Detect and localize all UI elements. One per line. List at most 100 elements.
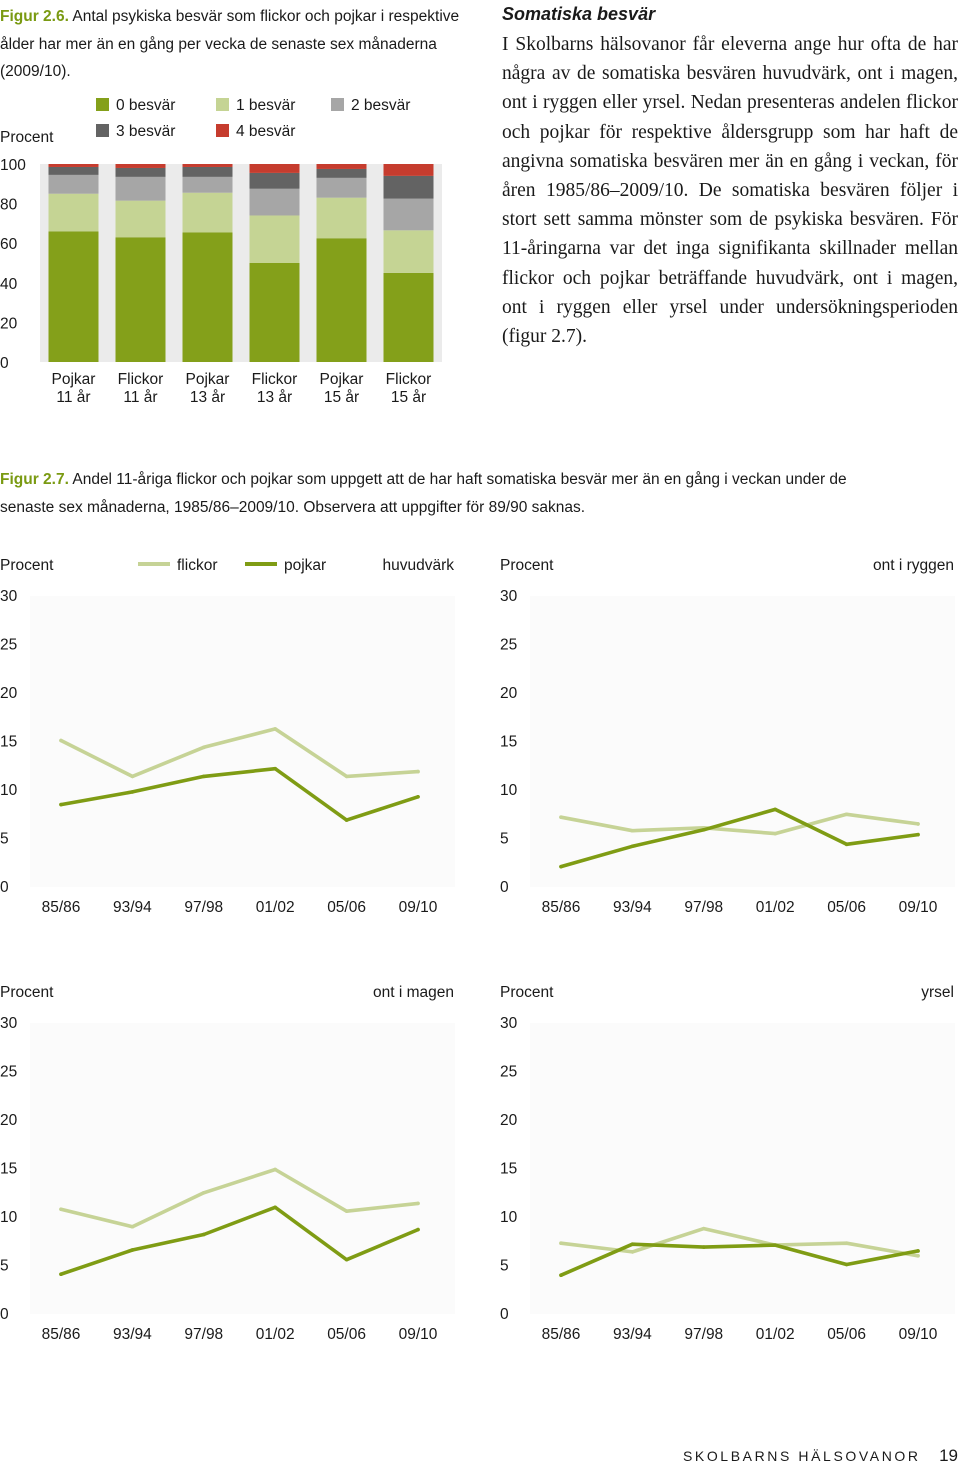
- data-point-flickor: [916, 1254, 920, 1258]
- y-tick-label: 30: [500, 588, 518, 605]
- bar-segment: [316, 238, 367, 362]
- x-tick-label: 11 år: [56, 389, 90, 406]
- plot-background: [530, 596, 955, 887]
- bar-segment: [383, 198, 434, 231]
- chart-title: ont i ryggen: [873, 557, 954, 574]
- x-tick-label: 97/98: [684, 899, 723, 916]
- data-point-pojkar: [630, 844, 635, 849]
- data-point-pojkar: [916, 832, 920, 837]
- data-point-flickor: [273, 727, 278, 731]
- legend-swatch: [96, 124, 109, 137]
- line-chart-huvudvark: 0 5 10 15 20 25 30 Procent huvudvärk flickor pojka…: [0, 557, 455, 916]
- data-point-pojkar: [344, 818, 349, 822]
- line-chart-ont-i-magen: 0 5 10 15 20 25 30 Procent ont i magen 85/86 93/94…: [0, 984, 455, 1343]
- data-point-flickor: [202, 1190, 206, 1195]
- data-point-pojkar: [630, 1242, 635, 1246]
- data-point-flickor: [844, 812, 849, 817]
- bar-segment: [316, 164, 367, 169]
- series-line-flickor: [59, 1167, 420, 1229]
- y-tick-label: 20: [0, 685, 18, 702]
- y-tick-label: 10: [500, 1209, 518, 1226]
- y-axis-label: Procent: [0, 129, 54, 146]
- plot-background: [30, 1023, 455, 1314]
- data-point-flickor: [344, 774, 349, 779]
- data-point-flickor: [344, 1209, 349, 1213]
- plot-background: [530, 1023, 955, 1314]
- data-point-pojkar: [916, 1249, 920, 1253]
- x-tick-label: 13 år: [190, 389, 225, 406]
- bar-segment: [48, 231, 99, 362]
- bar-segment: [115, 200, 166, 238]
- legend-label: 2 besvär: [351, 97, 410, 114]
- article-heading: Somatiska besvär: [502, 4, 656, 24]
- legend-label-pojkar: pojkar: [284, 557, 326, 574]
- y-tick-label: 15: [500, 1161, 517, 1178]
- y-tick-label: 20: [500, 685, 518, 702]
- page-number: 19: [939, 1446, 958, 1465]
- y-tick-label: 20: [500, 1112, 518, 1129]
- data-point-pojkar: [416, 1227, 420, 1232]
- x-tick-label: 11 år: [123, 389, 157, 406]
- x-tick-label: 01/02: [756, 1326, 795, 1343]
- y-axis-label: Procent: [500, 557, 554, 574]
- x-tick-label: 05/06: [327, 1326, 366, 1343]
- x-tick-label: 15 år: [324, 389, 359, 406]
- y-tick-label: 15: [0, 1161, 17, 1178]
- x-tick-label: Flickor: [252, 371, 298, 388]
- data-point-flickor: [559, 815, 563, 819]
- legend-label: 1 besvär: [236, 97, 295, 114]
- data-point-pojkar: [773, 1243, 777, 1247]
- x-tick-label: 09/10: [899, 899, 938, 916]
- bar-segment: [249, 172, 300, 189]
- footer-title: SKOLBARNS HÄLSOVANOR: [682, 1448, 921, 1464]
- y-axis-label: Procent: [500, 984, 554, 1001]
- figure-2-7-caption-text: Andel 11-åriga flickor och pojkar som up…: [0, 471, 847, 516]
- y-tick-label: 10: [0, 1209, 18, 1226]
- data-point-flickor: [773, 831, 777, 836]
- figure-2-6-caption-text: Antal psykiska besvär som flickor och po…: [0, 8, 460, 80]
- legend-label-flickor: flickor: [177, 557, 217, 574]
- data-point-flickor: [416, 769, 420, 774]
- bar-segment: [316, 197, 367, 239]
- data-point-pojkar: [844, 842, 849, 847]
- y-tick-label: 5: [0, 1258, 9, 1275]
- data-point-flickor: [59, 1207, 63, 1212]
- bar-segment: [383, 164, 434, 176]
- data-point-pojkar: [844, 1262, 849, 1267]
- y-axis-label: Procent: [0, 557, 54, 574]
- figure-2-6-label: Figur 2.6.: [0, 8, 69, 25]
- y-tick-label: 40: [0, 276, 18, 293]
- y-tick-label: 10: [0, 782, 18, 799]
- bar-segment: [316, 168, 367, 178]
- legend-swatch: [96, 98, 109, 111]
- data-point-pojkar: [59, 802, 63, 807]
- bar-segment: [48, 174, 99, 194]
- chart-title: ont i magen: [373, 984, 454, 1001]
- bar-segment: [48, 166, 99, 175]
- data-point-flickor: [59, 738, 63, 743]
- y-tick-label: 80: [0, 197, 18, 214]
- data-point-flickor: [130, 1224, 135, 1229]
- y-tick-label: 25: [0, 1064, 17, 1081]
- x-tick-label: 93/94: [113, 899, 152, 916]
- x-tick-label: Pojkar: [320, 371, 364, 388]
- y-tick-label: 100: [0, 157, 26, 174]
- bar-segment: [182, 164, 233, 167]
- x-tick-label: 85/86: [42, 1326, 81, 1343]
- bar-segment: [115, 237, 166, 362]
- article: Somatiska besvär I Skolbarns hälsovanor …: [502, 3, 958, 351]
- chart-title: huvudvärk: [382, 557, 454, 574]
- data-point-pojkar: [773, 807, 777, 812]
- series-line-pojkar: [59, 1205, 420, 1277]
- data-point-pojkar: [59, 1272, 63, 1277]
- y-tick-label: 0: [0, 1306, 9, 1323]
- data-point-pojkar: [702, 1245, 706, 1249]
- x-tick-label: Flickor: [386, 371, 432, 388]
- series-line-flickor: [559, 812, 920, 836]
- x-tick-label: 01/02: [256, 899, 295, 916]
- bar-segment: [316, 177, 367, 198]
- y-tick-label: 20: [0, 1112, 18, 1129]
- legend-label: 0 besvär: [116, 97, 175, 114]
- legend-label: 3 besvär: [116, 123, 175, 140]
- figure-2-7-caption: Figur 2.7. Andel 11-åriga flickor och po…: [0, 466, 900, 521]
